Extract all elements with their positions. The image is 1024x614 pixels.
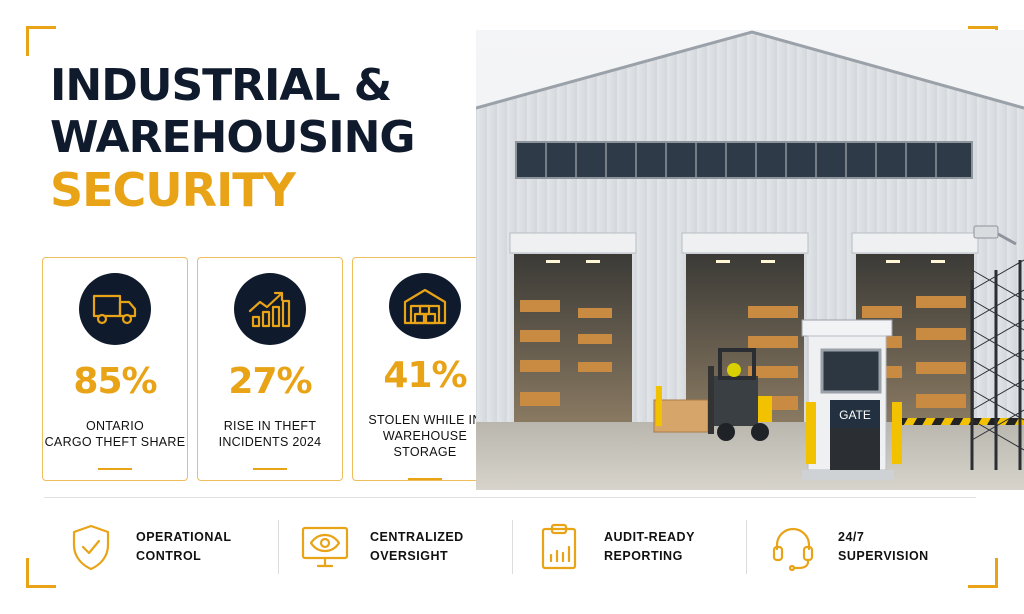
stat-value: 27% — [228, 361, 312, 402]
feature-label: CENTRALIZED OVERSIGHT — [370, 530, 464, 563]
stats-row: 85% ONTARIO CARGO THEFT SHARE 27% RISE I… — [42, 257, 498, 481]
stat-label: ONTARIO CARGO THEFT SHARE — [44, 419, 186, 449]
headset-icon — [768, 522, 818, 572]
clipboard-chart-icon — [534, 522, 584, 572]
stat-card-warehouse-storage: 41% STOLEN WHILE IN WAREHOUSE STORAGE — [352, 257, 498, 481]
warehouse-photo: GATE — [476, 30, 1024, 490]
shield-check-icon — [66, 522, 116, 572]
accent-dash — [98, 468, 132, 470]
feature-operational-control: OPERATIONAL CONTROL — [44, 508, 278, 586]
accent-dash — [253, 468, 287, 470]
stat-card-theft-rise: 27% RISE IN THEFT INCIDENTS 2024 — [197, 257, 343, 481]
feature-audit-ready-reporting: AUDIT-READY REPORTING — [512, 508, 746, 586]
rising-chart-icon — [234, 273, 306, 345]
stat-label: STOLEN WHILE IN WAREHOUSE STORAGE — [368, 413, 482, 460]
features-row: OPERATIONAL CONTROL CENTRALIZED OVERSIGH… — [44, 508, 980, 586]
title-line-3: SECURITY — [50, 163, 296, 217]
divider — [44, 497, 976, 498]
feature-label: AUDIT-READY REPORTING — [604, 530, 695, 563]
title-line-1: INDUSTRIAL & — [50, 60, 392, 111]
page-title: INDUSTRIAL & WAREHOUSING SECURITY — [50, 60, 416, 217]
monitor-eye-icon — [300, 522, 350, 572]
stat-value: 85% — [73, 361, 157, 402]
gate-sign: GATE — [839, 408, 871, 422]
stat-card-cargo-theft: 85% ONTARIO CARGO THEFT SHARE — [42, 257, 188, 481]
stat-label: RISE IN THEFT INCIDENTS 2024 — [218, 419, 322, 449]
feature-label: 24/7 SUPERVISION — [838, 530, 929, 563]
feature-supervision: 24/7 SUPERVISION — [746, 508, 980, 586]
corner-bracket-bottom-left — [26, 558, 56, 588]
warehouse-boxes-icon — [389, 273, 461, 340]
feature-centralized-oversight: CENTRALIZED OVERSIGHT — [278, 508, 512, 586]
accent-dash — [408, 478, 442, 480]
corner-bracket-top-left — [26, 26, 56, 56]
corner-bracket-bottom-right — [968, 558, 998, 588]
feature-label: OPERATIONAL CONTROL — [136, 530, 232, 563]
stat-value: 41% — [383, 355, 467, 397]
truck-icon — [79, 273, 151, 345]
title-line-2: WAREHOUSING — [50, 112, 416, 163]
